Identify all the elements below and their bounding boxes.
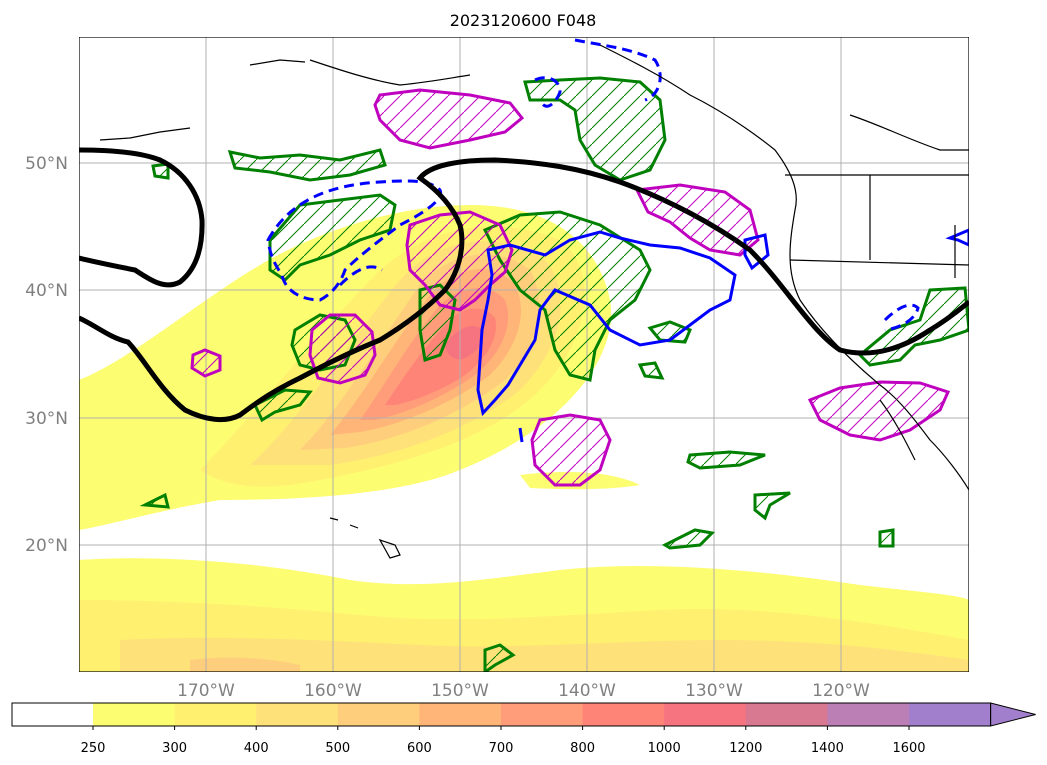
colorbar: 250 300 400 500 600 700 800 1000 1200 1400 1600 [11, 702, 1036, 756]
colorbar-segment [337, 703, 420, 726]
colorbar-segment [909, 703, 992, 726]
colorbar-tick-label: 600 [407, 741, 432, 756]
colorbar-segment [256, 703, 339, 726]
blue-dashed-contours [266, 38, 920, 332]
lon-label: 120°W [812, 681, 870, 701]
lat-label: 30°N [25, 409, 68, 429]
lon-label: 160°W [304, 681, 362, 701]
map-title: 2023120600 F048 [450, 11, 597, 30]
colorbar-tick-label: 1200 [729, 741, 762, 756]
colorbar-segment [664, 703, 747, 726]
lon-label: 150°W [431, 681, 489, 701]
lon-labels: 170°W 160°W 150°W 140°W 130°W 120°W [177, 681, 870, 701]
lat-label: 20°N [25, 536, 68, 556]
colorbar-segment [582, 703, 665, 726]
colorbar-tick-label: 700 [489, 741, 514, 756]
lat-label: 40°N [25, 281, 68, 301]
colorbar-tick-label: 1000 [648, 741, 681, 756]
colorbar-segment [501, 703, 584, 726]
colorbar-segment [419, 703, 502, 726]
lat-label: 50°N [25, 154, 68, 174]
lon-label: 170°W [177, 681, 235, 701]
colorbar-tick-label: 1600 [892, 741, 925, 756]
colorbar-segment [93, 703, 176, 726]
black-contours [79, 147, 969, 423]
colorbar-tick-label: 800 [570, 741, 595, 756]
colorbar-segment [827, 703, 910, 726]
coastlines [99, 44, 969, 559]
lat-labels: 50°N 40°N 30°N 20°N [25, 154, 68, 556]
lon-label: 140°W [558, 681, 616, 701]
map-area [79, 37, 969, 672]
colorbar-tick-label: 250 [81, 741, 106, 756]
colorbar-tick-label: 400 [244, 741, 269, 756]
colorbar-tick-label: 1400 [811, 741, 844, 756]
colorbar-segment [745, 703, 828, 726]
lon-label: 130°W [685, 681, 743, 701]
colorbar-tick-label: 500 [325, 741, 350, 756]
colorbar-tick-label: 300 [162, 741, 187, 756]
colorbar-segment [174, 703, 257, 726]
colorbar-extend-arrow [990, 702, 1036, 727]
colorbar-segment [12, 703, 94, 726]
